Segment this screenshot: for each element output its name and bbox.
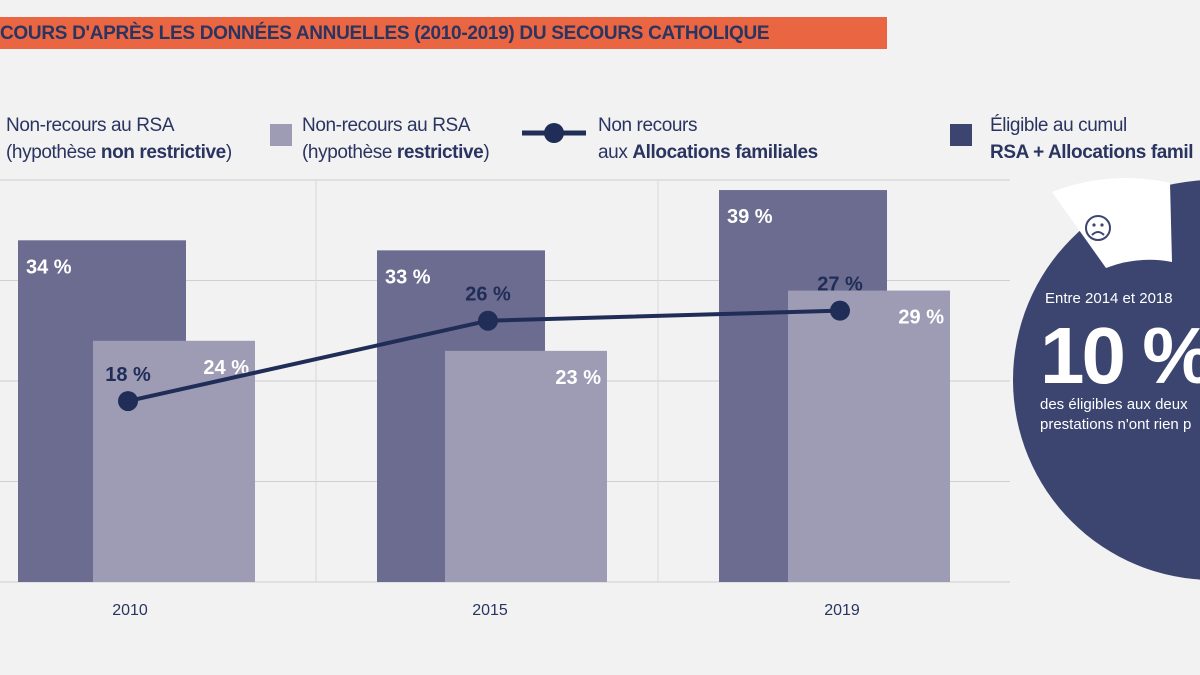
sad-face-mouth [1091,231,1105,236]
legend-line2: (hypothèse restrictive) [302,139,490,166]
side-circle [1013,180,1200,580]
legend-text: ) [483,142,490,163]
legend-bold: RSA + Allocations famil [990,142,1194,163]
side-band [1052,177,1172,268]
side-big-number: 10 % [1040,311,1200,400]
side-text-1: des éligibles aux deux [1040,396,1188,413]
bar-label: 34 % [26,256,72,278]
bar [93,340,255,582]
legend-line1: Non-recours au RSA [6,115,175,136]
legend-line2: (hypothèse non restrictive) [6,139,232,166]
legend-swatch-light [270,124,292,146]
side-period: Entre 2014 et 2018 [1045,290,1173,307]
line-label: 27 % [817,274,863,296]
legend-line1: Non recours [598,115,698,136]
line-label: 18 % [105,364,151,386]
legend-text: (hypothèse [302,142,397,163]
title-banner: COURS D'APRÈS LES DONNÉES ANNUELLES (201… [0,17,887,49]
bar-label: 29 % [898,307,944,329]
x-tick-label: 2015 [472,602,508,619]
line-point [830,300,850,321]
legend-line2: RSA + Allocations famil [990,139,1194,166]
line-point [478,310,498,331]
legend-item-rsa-non-restrictive: Non-recours au RSA (hypothèse non restri… [6,112,232,166]
legend-text: (hypothèse [6,142,101,163]
legend-text: ) [225,142,232,163]
bar-label: 33 % [385,266,431,288]
legend-line2: aux Allocations familiales [598,139,818,166]
legend-item-eligible: Éligible au cumul RSA + Allocations fami… [990,112,1194,166]
legend-swatch-eligible [950,124,972,146]
bar [445,350,607,582]
legend-text: aux [598,142,633,163]
x-tick-label: 2019 [824,602,860,619]
legend-item-allocations: Non recours aux Allocations familiales [598,112,818,166]
x-tick-label: 2010 [112,602,148,619]
chart-title: COURS D'APRÈS LES DONNÉES ANNUELLES (201… [0,23,770,44]
bar-label: 39 % [727,206,773,228]
line-label: 26 % [465,284,511,306]
bar-label: 23 % [555,367,601,389]
legend-line1: Non-recours au RSA [302,115,471,136]
legend-item-rsa-restrictive: Non-recours au RSA (hypothèse restrictiv… [302,112,490,166]
legend-bold: restrictive [396,142,484,163]
legend-bold: Allocations familiales [632,142,818,163]
legend-bold: non restrictive [100,142,226,163]
sad-face-eye [1092,223,1096,227]
sad-face-icon [1085,215,1111,241]
bar [788,290,950,582]
sad-face-eye [1100,223,1104,227]
legend-line1: Éligible au cumul [990,115,1127,136]
bar-label: 24 % [203,357,249,379]
side-text-2: prestations n'ont rien p [1040,416,1192,433]
line-point [118,391,138,412]
